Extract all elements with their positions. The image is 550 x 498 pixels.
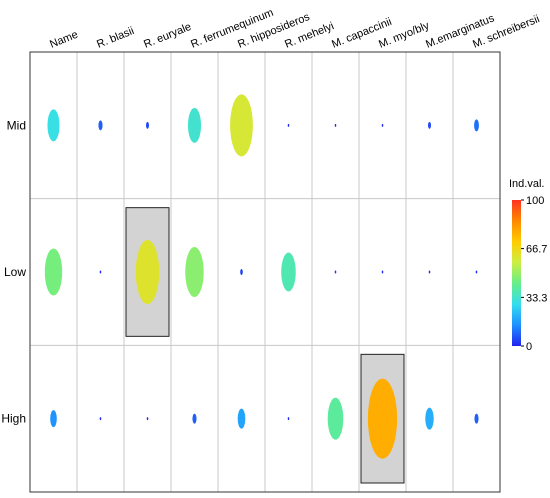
color-legend: Ind.val. 100 66.7 33.3 0: [509, 178, 547, 353]
cell-mark-high-r-ferrumequinum: [192, 413, 197, 424]
cell-mark-mid-r-ferrumequinum: [187, 107, 202, 143]
cell-mark-high-m-emarginatus: [425, 407, 434, 430]
cell-mark-high-m-capaccinii: [327, 397, 344, 440]
cell-mark-low-m-myo-bly: [381, 270, 384, 274]
legend-tick-label-66-7: 66.7: [526, 244, 547, 256]
legend-colorbar: [512, 200, 521, 346]
column-label-r-blasii: R. blasii: [95, 25, 136, 51]
cell-mark-mid-m-schreibersii: [474, 119, 479, 132]
cell-mark-low-name: [44, 248, 63, 296]
cell-mark-mid-m-myo-bly: [381, 123, 384, 127]
plot-border: [29, 51, 501, 493]
legend-tick-label-33-3: 33.3: [526, 292, 547, 304]
cell-mark-mid-name: [47, 109, 60, 142]
cell-mark-low-r-euryale: [135, 240, 160, 304]
legend-tick-label-0: 0: [526, 341, 532, 353]
cell-mark-high-r-mehelyi: [287, 417, 290, 421]
cell-mark-low-r-ferrumequinum: [185, 247, 204, 297]
cell-mark-high-r-hipposideros: [237, 408, 246, 429]
cell-mark-mid-r-euryale: [146, 121, 149, 129]
cell-mark-low-m-schreibersii: [475, 270, 478, 274]
ellipse-marks: [44, 94, 479, 459]
cell-mark-high-r-euryale: [146, 417, 149, 421]
cell-mark-high-m-schreibersii: [474, 413, 479, 424]
column-label-name: Name: [48, 29, 80, 51]
cell-mark-mid-r-hipposideros: [230, 94, 253, 157]
cell-mark-mid-r-blasii: [98, 120, 103, 131]
cell-mark-high-r-blasii: [99, 417, 102, 421]
cell-mark-low-r-blasii: [99, 270, 102, 274]
cell-mark-mid-r-mehelyi: [287, 123, 290, 127]
cell-mark-high-m-myo-bly: [367, 378, 398, 459]
cell-mark-low-r-hipposideros: [240, 269, 243, 275]
cell-mark-low-m-capaccinii: [334, 270, 337, 274]
cell-mark-mid-m-emarginatus: [428, 121, 431, 129]
row-labels: Mid Low High: [1, 118, 26, 425]
row-label-high: High: [1, 412, 26, 426]
cell-mark-low-r-mehelyi: [281, 252, 296, 292]
cell-mark-high-name: [50, 410, 57, 428]
cell-mark-mid-m-capaccinii: [334, 123, 337, 127]
legend-tick-label-100: 100: [526, 195, 544, 207]
row-label-mid: Mid: [7, 118, 26, 132]
column-label-r-euryale: R. euryale: [142, 21, 193, 51]
legend-title: Ind.val.: [509, 178, 544, 190]
row-label-low: Low: [4, 265, 26, 279]
cell-mark-low-m-emarginatus: [428, 270, 431, 274]
grid: [29, 51, 501, 493]
